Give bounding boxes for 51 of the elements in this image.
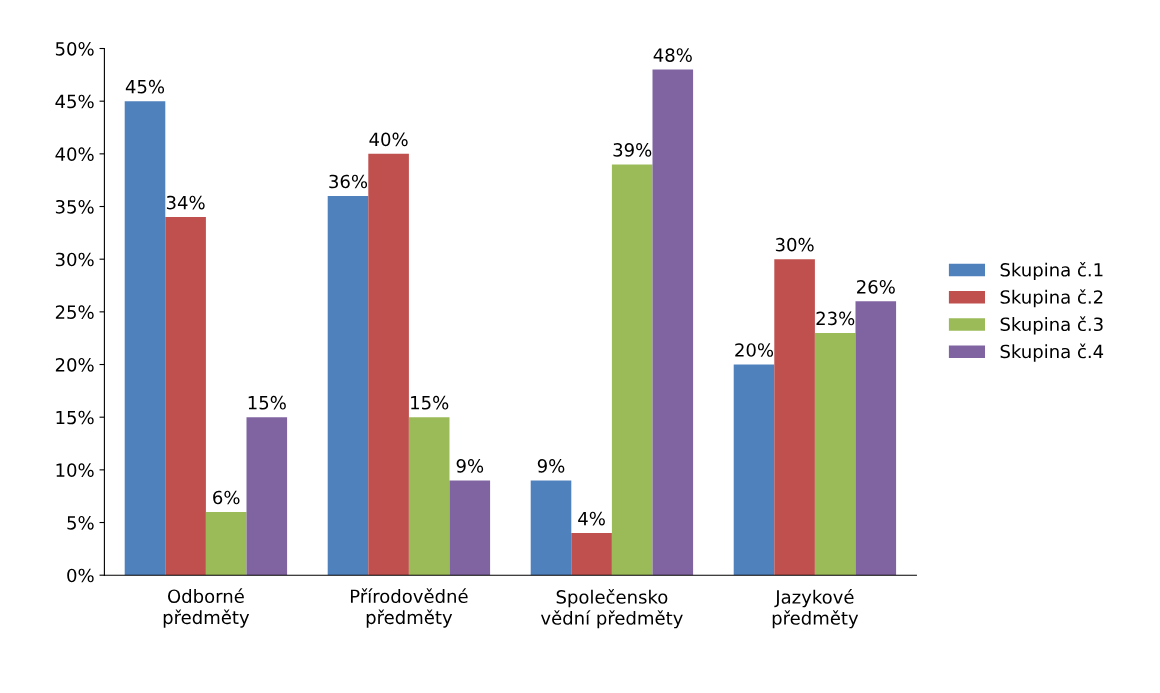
data-label: 9% <box>537 459 565 473</box>
bar <box>571 533 612 576</box>
data-label: 4% <box>578 511 605 526</box>
y-tick-label: 10% <box>56 463 94 477</box>
data-label: 39% <box>613 143 652 157</box>
data-label: 34% <box>166 195 205 210</box>
bar <box>205 511 247 576</box>
y-tick-label: 45% <box>55 94 94 109</box>
data-label: 40% <box>369 132 408 147</box>
bar <box>246 417 288 576</box>
data-label: 20% <box>735 343 774 357</box>
y-tick-label: 40% <box>55 147 94 161</box>
data-label: 36% <box>329 174 368 189</box>
bar <box>124 101 166 576</box>
data-label: 6% <box>213 490 240 505</box>
bar <box>774 259 815 576</box>
data-label: 15% <box>411 395 449 410</box>
data-label: 45% <box>125 79 165 94</box>
data-label: 23% <box>816 311 855 326</box>
x-tick-label: Jazykové předměty <box>772 589 859 629</box>
y-tick-label: 5% <box>67 515 94 530</box>
data-label: 15% <box>248 395 286 410</box>
bar <box>611 164 653 576</box>
bar <box>368 153 409 576</box>
bar <box>530 480 572 576</box>
y-tick-label: 20% <box>55 357 94 372</box>
bar <box>449 480 491 576</box>
x-tick-label: Přírodovědné předměty <box>350 588 468 628</box>
x-tick-label: Společensko vědní předměty <box>540 589 683 629</box>
data-label: 9% <box>456 459 484 473</box>
legend-label: Skupina č.3 <box>1000 316 1103 335</box>
data-label: 48% <box>653 48 692 62</box>
x-tick-label: Odborné předměty <box>163 588 250 628</box>
bar <box>855 301 897 576</box>
legend-label: Skupina č.4 <box>1000 343 1104 362</box>
legend-label: Skupina č.1 <box>1000 261 1103 281</box>
y-tick-label: 0% <box>67 568 94 583</box>
bar <box>652 69 694 576</box>
bar <box>733 364 775 576</box>
data-label: 30% <box>775 237 814 252</box>
data-label: 26% <box>857 279 895 294</box>
bar <box>408 417 450 576</box>
bar <box>814 332 856 576</box>
y-tick-label: 50% <box>55 41 94 56</box>
y-tick-label: 15% <box>56 410 94 425</box>
y-tick-label: 30% <box>55 252 94 267</box>
bar <box>165 217 206 576</box>
bar <box>327 195 369 576</box>
legend-label: Skupina č.2 <box>1000 289 1103 308</box>
y-tick-label: 25% <box>55 305 94 319</box>
y-tick-label: 35% <box>55 199 94 214</box>
